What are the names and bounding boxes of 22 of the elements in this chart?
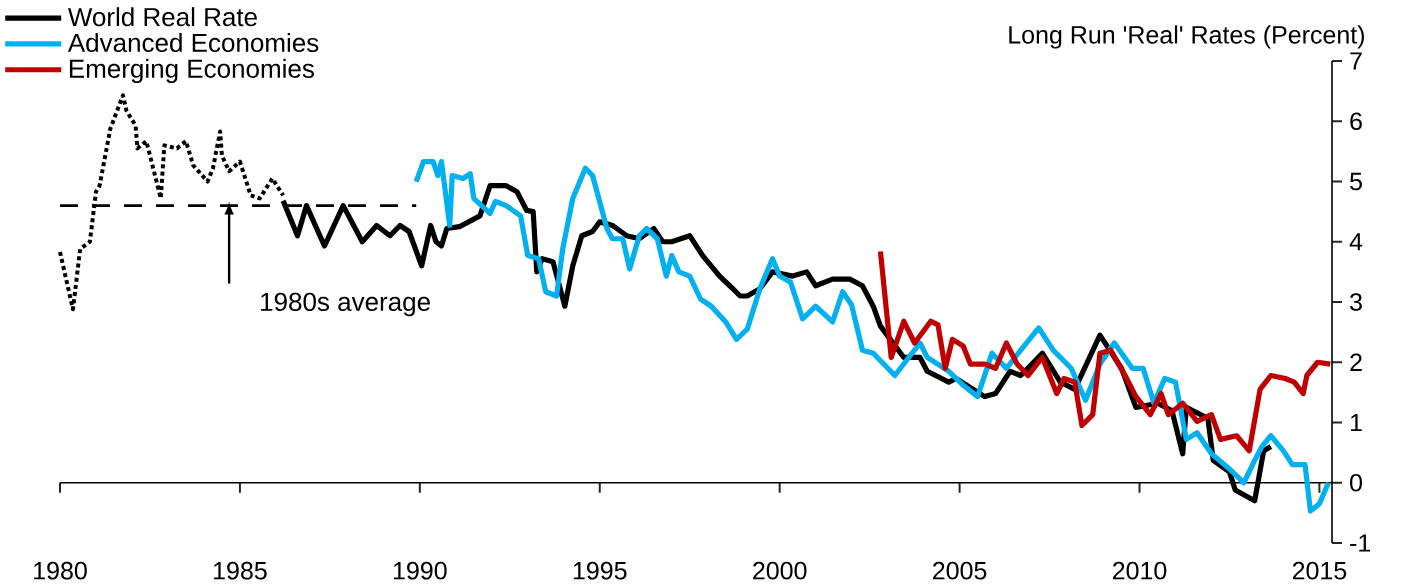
legend-label: World Real Rate xyxy=(67,7,257,27)
legend-label: Advanced Economies xyxy=(67,32,319,53)
x-tick-label: 2000 xyxy=(753,561,807,580)
x-tick-label: 1980 xyxy=(34,561,87,580)
y-axis-title: Long Run 'Real' Rates (Percent) xyxy=(1009,25,1364,49)
x-tick-label: 2015 xyxy=(1292,561,1347,580)
x-tick-label: 2005 xyxy=(933,561,987,580)
x-tick-label: 1990 xyxy=(393,561,447,580)
y-tick-label: 6 xyxy=(1350,112,1362,131)
y-tick-label: 7 xyxy=(1350,52,1362,70)
y-tick-label: -1 xyxy=(1350,534,1371,552)
x-tick-label: 1985 xyxy=(214,561,267,580)
x-tick-label: 2010 xyxy=(1112,561,1167,580)
annotation: 1980s average xyxy=(261,292,430,317)
y-tick-label: 2 xyxy=(1350,353,1362,371)
y-tick-label: 4 xyxy=(1349,233,1363,251)
legend-label: Emerging Economies xyxy=(69,58,314,84)
y-tick-label: 5 xyxy=(1350,172,1362,191)
y-tick-label: 0 xyxy=(1350,473,1362,492)
y-tick-label: 1 xyxy=(1350,413,1362,432)
x-tick-label: 1995 xyxy=(573,561,627,580)
y-tick-label: 3 xyxy=(1350,293,1362,311)
